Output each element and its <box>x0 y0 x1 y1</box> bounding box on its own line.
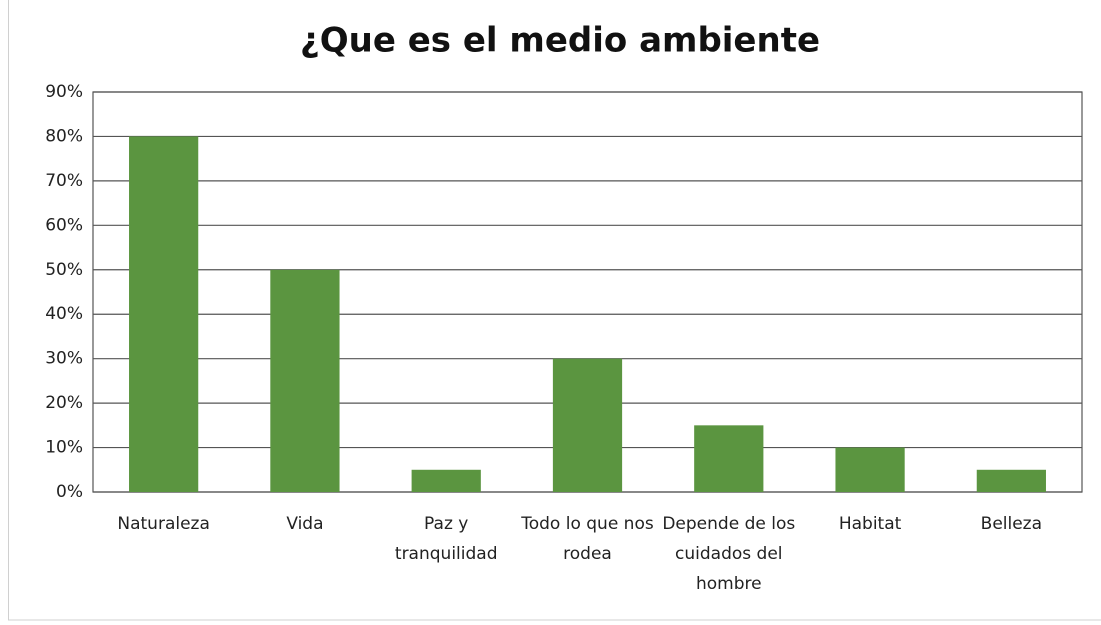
y-tick-label: 20% <box>45 393 83 413</box>
bar <box>835 447 905 492</box>
x-tick-label: Depende de los cuidados del hombre <box>662 514 796 594</box>
bar <box>552 358 623 492</box>
y-tick-label: 40% <box>45 304 83 324</box>
chart-title: ¿Que es el medio ambiente <box>300 21 820 61</box>
y-tick-label: 80% <box>45 126 83 146</box>
y-tick-label: 90% <box>45 82 83 102</box>
x-tick-label: Paz y tranquilidad <box>394 514 498 564</box>
x-tick-label-box: Vida <box>286 514 324 534</box>
bar <box>976 469 1046 492</box>
bar <box>270 269 340 492</box>
x-tick-label-box: Habitat <box>838 514 902 534</box>
x-tick-label-box: Depende de los cuidados del hombre <box>662 514 796 594</box>
x-tick-label: Todo lo que nos rodea <box>521 514 654 564</box>
y-tick-label: 60% <box>45 215 83 235</box>
chart-frame <box>8 0 1101 621</box>
x-tick-label: Vida <box>286 514 324 534</box>
y-tick-label: 50% <box>45 260 83 280</box>
x-tick-label-box: Todo lo que nos rodea <box>521 514 654 564</box>
y-tick-label: 10% <box>45 438 83 458</box>
x-tick-label-box: Naturaleza <box>117 514 210 534</box>
x-tick-label: Belleza <box>980 514 1043 534</box>
x-tick-label: Naturaleza <box>117 514 210 534</box>
bar <box>411 469 481 492</box>
y-tick-label: 0% <box>56 482 83 502</box>
x-tick-label-box: Paz y tranquilidad <box>394 514 498 564</box>
x-tick-label-box: Belleza <box>980 514 1043 534</box>
bar <box>129 136 199 492</box>
bar <box>694 425 764 492</box>
y-tick-label: 30% <box>45 349 83 369</box>
y-tick-label: 70% <box>45 171 83 191</box>
x-tick-label: Habitat <box>838 514 902 534</box>
